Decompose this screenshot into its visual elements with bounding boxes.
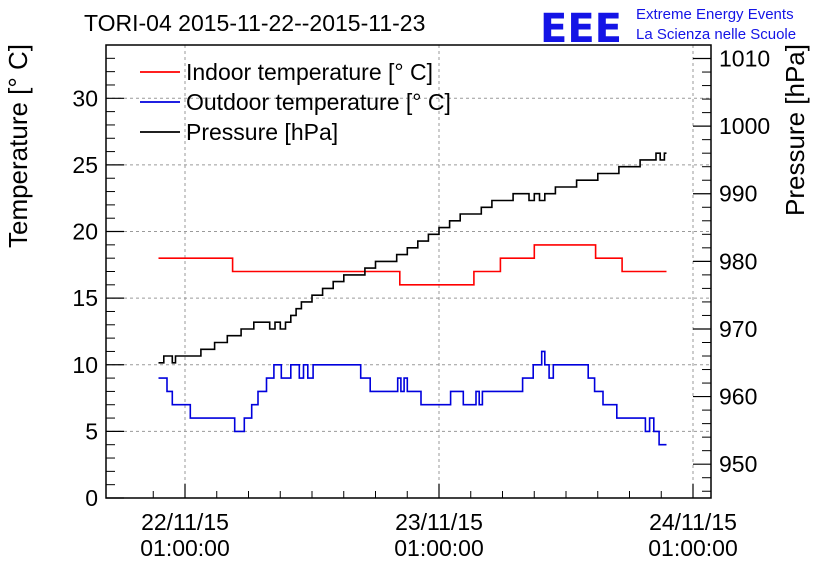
x-tick-label-date: 22/11/15 xyxy=(141,509,229,535)
series-line-0 xyxy=(158,244,667,286)
series-layer xyxy=(158,152,667,446)
grid xyxy=(106,45,711,498)
legend-label: Indoor temperature [° C] xyxy=(186,59,433,85)
x-tick-label-date: 23/11/15 xyxy=(395,509,483,535)
y-tick-label: 15 xyxy=(72,285,98,311)
y2-tick-label: 970 xyxy=(719,316,757,342)
y-tick-label: 10 xyxy=(72,352,98,378)
series-line-1 xyxy=(158,350,667,446)
logo-line-2: La Scienza nelle Scuole xyxy=(636,26,796,43)
legend-label: Outdoor temperature [° C] xyxy=(186,89,451,115)
y-tick-label: 0 xyxy=(85,485,98,511)
logo-line-1: Extreme Energy Events xyxy=(636,6,794,23)
y2-tick-label: 960 xyxy=(719,384,757,410)
y-tick-label: 25 xyxy=(72,152,98,178)
x-tick-label-time: 01:00:00 xyxy=(394,535,484,561)
y2-tick-label: 1000 xyxy=(719,113,770,139)
y2-axis-title: Pressure [hPa] xyxy=(780,44,810,216)
y2-tick-label: 980 xyxy=(719,248,757,274)
y-tick-label: 30 xyxy=(72,85,98,111)
y-tick-label: 20 xyxy=(72,219,98,245)
legend: Indoor temperature [° C] Outdoor temperat… xyxy=(140,59,451,145)
y2-tick-label: 1010 xyxy=(719,46,770,72)
x-tick-label-time: 01:00:00 xyxy=(140,535,230,561)
y2-tick-label: 990 xyxy=(719,181,757,207)
chart-title: TORI-04 2015-11-22--2015-11-23 xyxy=(84,10,425,36)
x-tick-label-date: 24/11/15 xyxy=(649,509,737,535)
series-line-2 xyxy=(158,152,667,364)
legend-label: Pressure [hPa] xyxy=(186,119,338,145)
y-axis-title: Temperature [° C] xyxy=(3,44,33,248)
axes: 0 5 10 15 20 25 30 950 960 970 980 990 1000 1010 22/11… xyxy=(72,44,770,561)
y-tick-label: 5 xyxy=(85,418,98,444)
logo: EEE Extreme Energy Events La Scienza nel… xyxy=(540,6,796,52)
x-tick-label-time: 01:00:00 xyxy=(648,535,738,561)
y2-tick-label: 950 xyxy=(719,451,757,477)
